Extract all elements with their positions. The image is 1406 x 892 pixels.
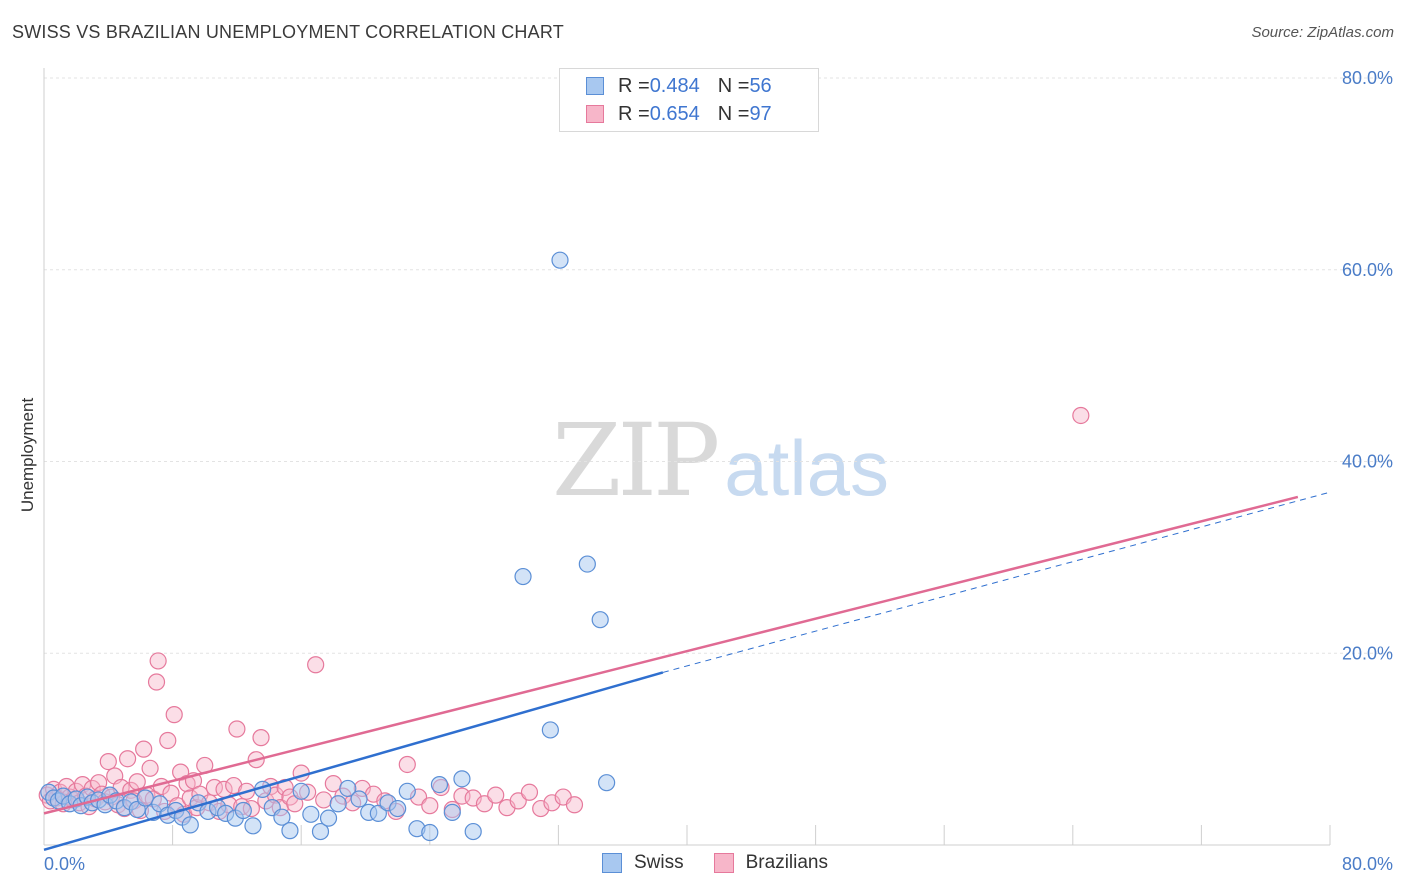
swiss-point [181,816,199,834]
swiss-point [551,251,569,269]
x-tick-label: 80.0% [1342,854,1393,874]
swiss-swatch [586,77,604,95]
swiss-point [350,790,368,808]
swiss-point [398,782,416,800]
brazilians-n-label: N = [717,102,750,125]
y-tick-label: 20.0% [1342,643,1393,663]
tick-labels: 20.0% 40.0% 60.0% 80.0% 0.0% 80.0% [44,68,1393,874]
swiss-point [443,803,461,822]
swiss-point [136,789,154,807]
swiss-point [430,775,449,794]
watermark-atlas: atlas [724,424,890,512]
brazilians-point [147,673,166,691]
swiss-point [281,822,299,840]
series-legend: Swiss Brazilians [602,852,858,874]
swiss-point [421,823,439,842]
swiss-point [234,801,252,820]
brazilians-point [135,740,153,758]
swiss-series [40,251,616,842]
swiss-r-value: 0.484 [649,74,700,97]
brazilians-point [315,791,333,809]
swiss-trend-line [43,671,664,851]
swiss-point [541,721,559,739]
brazilians-point [565,796,584,814]
y-tick-label: 80.0% [1342,68,1393,88]
axes [43,68,1330,846]
brazilians-n-value: 97 [749,102,772,125]
trend-lines [43,491,1331,851]
swiss-point [319,809,338,827]
legend-item-swiss[interactable]: Swiss [602,852,684,874]
swiss-point [339,779,357,798]
swiss-n-label: N = [717,74,750,97]
swiss-point [329,795,347,813]
swiss-r-label: R = [618,74,650,97]
swiss-legend-swatch [602,853,622,873]
swiss-point [578,555,596,573]
brazilians-legend-swatch [713,853,734,873]
chart-title: SWISS VS BRAZILIAN UNEMPLOYMENT CORRELAT… [12,22,564,42]
swiss-n-value: 56 [749,74,772,97]
brazilians-point [487,786,505,804]
brazilians-r-label: R = [618,102,650,125]
swiss-point [302,805,320,823]
brazilians-point [149,652,167,670]
swiss-point [389,799,407,818]
swiss-point [591,611,609,629]
brazilians-trend-line [43,495,1299,815]
swiss-point [464,822,482,841]
y-tick-label: 60.0% [1342,260,1393,280]
zipatlas-watermark: ZIP atlas [552,402,889,519]
source-label: Source: ZipAtlas.com [1251,24,1394,41]
swiss-point [453,770,471,788]
brazilians-point [398,755,416,774]
legend-item-brazilians[interactable]: Brazilians [713,852,828,874]
brazilians-point [228,720,246,738]
legend-row-brazilians: R = 0.654 N = 97 [586,101,772,127]
swiss-point [369,804,387,822]
swiss-point [514,567,532,586]
x-tick-label: 0.0% [44,854,85,874]
swiss-point [273,808,291,826]
brazilians-point [421,797,439,815]
brazilians-series [38,406,1090,823]
brazilians-point [475,795,494,813]
brazilians-point [520,783,539,801]
swiss-trend-extension [662,491,1331,673]
brazilians-point [159,731,177,750]
brazilians-point [1072,406,1090,425]
swiss-legend-label: Swiss [634,852,684,873]
grid-lines [44,77,1392,845]
brazilians-point [99,752,117,771]
swiss-point [244,817,262,835]
y-tick-label: 40.0% [1342,452,1393,472]
brazilians-point [118,750,137,768]
brazilians-point [252,729,270,747]
swiss-point [292,782,310,800]
brazilians-point [307,656,325,674]
brazilians-swatch [586,105,604,123]
legend-row-swiss: R = 0.484 N = 56 [586,73,772,99]
brazilians-point [165,706,183,724]
swiss-point [311,822,330,841]
brazilians-r-value: 0.654 [649,102,700,125]
swiss-point [598,774,616,792]
brazilians-point [141,759,159,777]
correlation-legend: R = 0.484 N = 56 R = 0.654 N = 97 [559,68,819,132]
watermark-zip: ZIP [552,402,720,519]
brazilians-legend-label: Brazilians [745,852,828,873]
brazilians-point [509,792,527,810]
